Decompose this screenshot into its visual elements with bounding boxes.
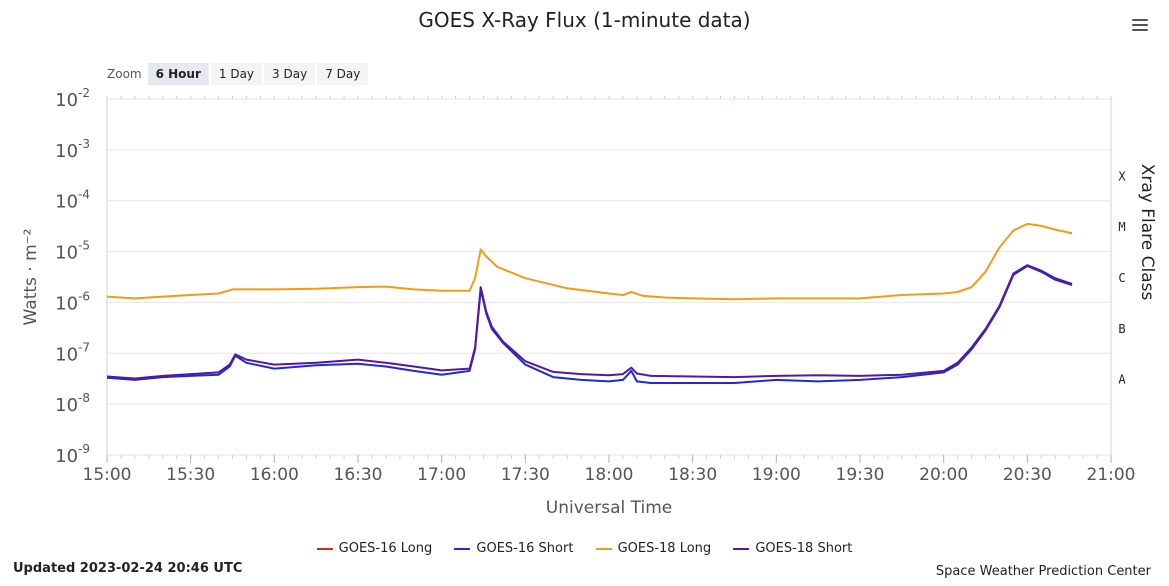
- y-tick-label: 10-3: [55, 137, 90, 162]
- x-tick-label: 16:00: [250, 465, 299, 485]
- y-tick-label: 10-2: [55, 86, 90, 111]
- legend-goes16-short[interactable]: GOES-16 Short: [454, 541, 573, 556]
- y-tick-label: 10-4: [55, 188, 90, 213]
- zoom-3-day-button[interactable]: 3 Day: [264, 63, 316, 85]
- plot-area: [106, 98, 1112, 456]
- x-tick-label: 19:30: [836, 465, 885, 485]
- x-tick-label: 20:00: [919, 465, 968, 485]
- legend-swatch: [733, 547, 750, 550]
- x-tick-label: 17:00: [417, 465, 466, 485]
- legend-swatch: [454, 547, 471, 550]
- series-line-goes-18-short: [106, 264, 1073, 380]
- flare-class-label: M: [1118, 220, 1125, 234]
- x-tick-label: 15:00: [83, 465, 132, 485]
- flare-class-label: A: [1118, 373, 1126, 387]
- legend-goes18-long[interactable]: GOES-18 Long: [595, 541, 712, 556]
- series-line-goes-18-long: [106, 222, 1073, 301]
- x-axis-title: Universal Time: [546, 498, 672, 518]
- x-tick-label: 21:00: [1087, 465, 1136, 485]
- x-tick-label: 15:30: [166, 465, 215, 485]
- zoom-6-hour-button[interactable]: 6 Hour: [147, 63, 209, 85]
- zoom-label: Zoom: [107, 67, 142, 81]
- credit-text: Space Weather Prediction Center: [935, 564, 1151, 579]
- chart-menu-icon[interactable]: [1126, 14, 1154, 40]
- updated-timestamp: Updated 2023-02-24 20:46 UTC: [13, 561, 243, 576]
- legend-label: GOES-16 Short: [476, 541, 574, 556]
- x-tick-label: 18:30: [668, 465, 717, 485]
- x-tick-label: 19:00: [752, 465, 801, 485]
- legend-swatch: [595, 547, 612, 550]
- y-tick-label: 10-6: [55, 289, 90, 314]
- legend-label: GOES-16 Long: [338, 541, 433, 556]
- legend-goes18-short[interactable]: GOES-18 Short: [733, 541, 852, 556]
- chart-legend: GOES-16 Long GOES-16 Short GOES-18 Long …: [0, 541, 1169, 556]
- legend-label: GOES-18 Long: [617, 541, 712, 556]
- flare-class-label: C: [1118, 271, 1125, 285]
- y-tick-label: 10-9: [55, 442, 90, 467]
- y-tick-label: 10-7: [55, 340, 90, 365]
- y-tick-label: 10-5: [55, 239, 90, 264]
- x-tick-label: 18:00: [585, 465, 634, 485]
- y-tick-label: 10-8: [55, 391, 90, 416]
- legend-label: GOES-18 Short: [755, 541, 853, 556]
- x-tick-label: 17:30: [501, 465, 550, 485]
- zoom-1-day-button[interactable]: 1 Day: [210, 63, 263, 85]
- series-line-goes-16-short: [106, 265, 1073, 384]
- legend-goes16-long[interactable]: GOES-16 Long: [316, 541, 433, 556]
- x-tick-label: 20:30: [1003, 465, 1052, 485]
- legend-swatch: [316, 547, 333, 550]
- flare-class-label: X: [1118, 169, 1126, 183]
- y2-axis-title: Xray Flare Class: [1137, 164, 1157, 301]
- flare-class-label: B: [1118, 322, 1125, 336]
- y-axis-title: Watts · m⁻²: [21, 229, 41, 326]
- x-tick-label: 16:30: [334, 465, 383, 485]
- zoom-7-day-button[interactable]: 7 Day: [317, 63, 369, 85]
- chart-title: GOES X-Ray Flux (1-minute data): [418, 8, 751, 32]
- zoom-selector: Zoom 6 Hour 1 Day 3 Day 7 Day: [107, 62, 370, 86]
